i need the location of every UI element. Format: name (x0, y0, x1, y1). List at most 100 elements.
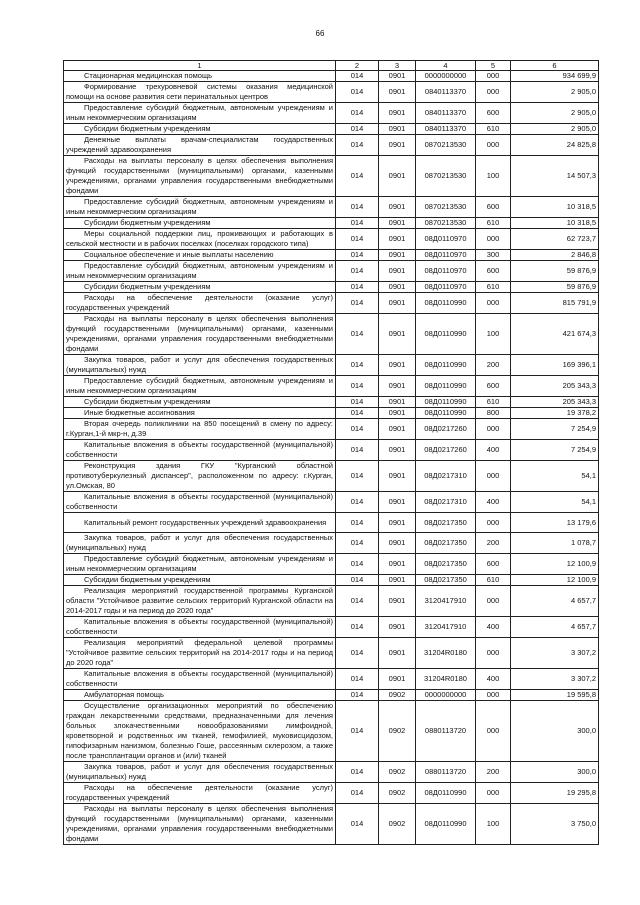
amount: 54,1 (510, 491, 599, 513)
expense-type-code: 000 (475, 700, 511, 762)
item-name: Капитальные вложения в объекты государст… (63, 616, 336, 638)
section-code: 0901 (378, 407, 416, 419)
amount: 14 507,3 (510, 155, 599, 197)
table-row: Денежные выплаты врачам-специалистам гос… (63, 134, 599, 156)
item-name: Предоставление субсидий бюджетным, автон… (63, 196, 336, 218)
ministry-code: 014 (335, 553, 379, 575)
amount: 300,0 (510, 700, 599, 762)
expense-type-code: 000 (475, 460, 511, 492)
col-header-expense-type: 5 (475, 60, 511, 71)
item-name: Расходы на обеспечение деятельности (ока… (63, 292, 336, 314)
item-name: Субсидии бюджетным учреждениям (63, 123, 336, 135)
table-row: Закупка товаров, работ и услуг для обесп… (63, 354, 599, 376)
ministry-code: 014 (335, 260, 379, 282)
expense-type-code: 200 (475, 532, 511, 554)
expense-type-code: 600 (475, 196, 511, 218)
amount: 3 307,2 (510, 637, 599, 669)
section-code: 0901 (378, 491, 416, 513)
item-name: Субсидии бюджетным учреждениям (63, 281, 336, 293)
target-item-code: 0840113370 (415, 123, 476, 135)
amount: 4 657,7 (510, 616, 599, 638)
item-name: Меры социальной поддержки лиц, проживающ… (63, 228, 336, 250)
target-item-code: 08Д0110970 (415, 228, 476, 250)
expense-type-code: 610 (475, 574, 511, 586)
ministry-code: 014 (335, 375, 379, 397)
expense-type-code: 600 (475, 553, 511, 575)
section-code: 0901 (378, 249, 416, 261)
target-item-code: 31204R0180 (415, 637, 476, 669)
section-code: 0902 (378, 761, 416, 783)
target-item-code: 08Д0110970 (415, 260, 476, 282)
amount: 10 318,5 (510, 217, 599, 229)
col-header-name: 1 (63, 60, 336, 71)
item-name: Расходы на обеспечение деятельности (ока… (63, 782, 336, 804)
expense-type-code: 300 (475, 249, 511, 261)
section-code: 0901 (378, 616, 416, 638)
target-item-code: 08Д0110990 (415, 354, 476, 376)
table-row: Капитальный ремонт государственных учреж… (63, 512, 599, 533)
expense-type-code: 800 (475, 407, 511, 419)
target-item-code: 08Д0110990 (415, 313, 476, 355)
ministry-code: 014 (335, 81, 379, 103)
item-name: Формирование трехуровневой системы оказа… (63, 81, 336, 103)
item-name: Предоставление субсидий бюджетным, автон… (63, 260, 336, 282)
ministry-code: 014 (335, 585, 379, 617)
table-row: Субсидии бюджетным учреждениям 014 0901 084… (63, 123, 599, 135)
ministry-code: 014 (335, 700, 379, 762)
amount: 19 595,8 (510, 689, 599, 701)
item-name: Реконструкция здания ГКУ "Курганский обл… (63, 460, 336, 492)
expense-type-code: 610 (475, 281, 511, 293)
ministry-code: 014 (335, 196, 379, 218)
table-row: Вторая очередь поликлиники на 850 посеще… (63, 418, 599, 440)
ministry-code: 014 (335, 134, 379, 156)
ministry-code: 014 (335, 354, 379, 376)
expense-type-code: 000 (475, 782, 511, 804)
ministry-code: 014 (335, 782, 379, 804)
amount: 169 396,1 (510, 354, 599, 376)
section-code: 0901 (378, 292, 416, 314)
item-name: Реализация мероприятий федеральной целев… (63, 637, 336, 669)
expense-type-code: 000 (475, 585, 511, 617)
item-name: Субсидии бюджетным учреждениям (63, 396, 336, 408)
table-row: Стационарная медицинская помощь 014 0901 00… (63, 70, 599, 82)
ministry-code: 014 (335, 228, 379, 250)
ministry-code: 014 (335, 123, 379, 135)
ministry-code: 014 (335, 249, 379, 261)
section-code: 0901 (378, 574, 416, 586)
item-name: Капитальные вложения в объекты государст… (63, 439, 336, 461)
table-row: Реализация мероприятий государственной п… (63, 585, 599, 617)
header-row: 1 2 3 4 5 6 (63, 60, 599, 71)
amount: 934 699,9 (510, 70, 599, 82)
expense-type-code: 400 (475, 616, 511, 638)
table-row: Предоставление субсидий бюджетным, автон… (63, 553, 599, 575)
expense-type-code: 400 (475, 491, 511, 513)
amount: 300,0 (510, 761, 599, 783)
section-code: 0901 (378, 396, 416, 408)
section-code: 0901 (378, 281, 416, 293)
section-code: 0901 (378, 637, 416, 669)
table-row: Предоставление субсидий бюджетным, автон… (63, 102, 599, 124)
table-row: Субсидии бюджетным учреждениям 014 0901 087… (63, 217, 599, 229)
target-item-code: 08Д0110990 (415, 292, 476, 314)
amount: 19 378,2 (510, 407, 599, 419)
table-row: Предоставление субсидий бюджетным, автон… (63, 375, 599, 397)
item-name: Вторая очередь поликлиники на 850 посеще… (63, 418, 336, 440)
section-code: 0902 (378, 689, 416, 701)
expense-type-code: 200 (475, 354, 511, 376)
section-code: 0901 (378, 668, 416, 690)
target-item-code: 08Д0110990 (415, 375, 476, 397)
table-row: Расходы на обеспечение деятельности (ока… (63, 782, 599, 804)
target-item-code: 3120417910 (415, 585, 476, 617)
section-code: 0901 (378, 217, 416, 229)
target-item-code: 0000000000 (415, 689, 476, 701)
ministry-code: 014 (335, 574, 379, 586)
table-row: Расходы на обеспечение деятельности (ока… (63, 292, 599, 314)
expense-type-code: 610 (475, 396, 511, 408)
table-row: Субсидии бюджетным учреждениям 014 0901 08Д… (63, 396, 599, 408)
amount: 1 078,7 (510, 532, 599, 554)
ministry-code: 014 (335, 803, 379, 845)
amount: 62 723,7 (510, 228, 599, 250)
target-item-code: 08Д0217350 (415, 553, 476, 575)
expense-type-code: 200 (475, 761, 511, 783)
table-row: Капитальные вложения в объекты государст… (63, 439, 599, 461)
